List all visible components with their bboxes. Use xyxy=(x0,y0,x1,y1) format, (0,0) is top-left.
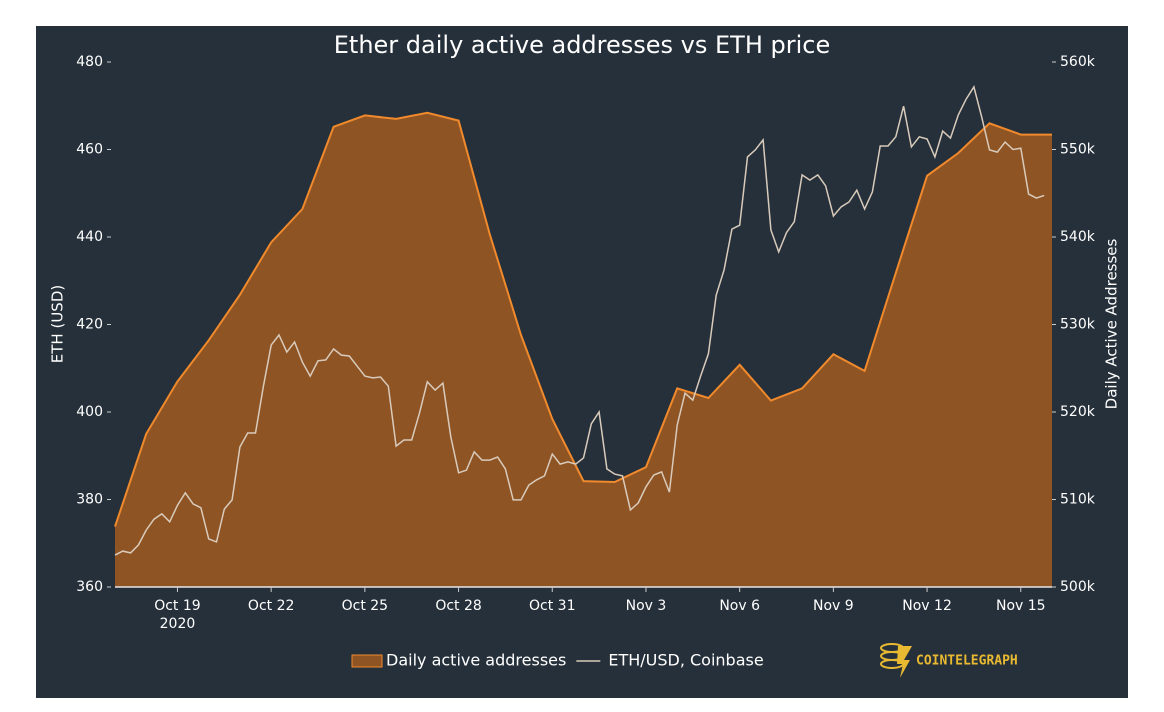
brand-name: COINTELEGRAPH xyxy=(916,654,1018,669)
area xyxy=(115,112,1052,588)
x-tick-label: Nov 9 xyxy=(813,598,854,614)
legend-label: ETH/USD, Coinbase xyxy=(608,651,763,670)
legend-label: Daily active addresses xyxy=(386,651,566,670)
brand-logo xyxy=(880,643,912,678)
x-tick-label: Oct 19 xyxy=(154,598,200,614)
x-tick-label: Nov 3 xyxy=(626,598,667,614)
price-line xyxy=(114,85,1045,556)
chart-title: Ether daily active addresses vs ETH pric… xyxy=(334,31,831,59)
y2-axis-title: Daily Active Addresses xyxy=(1103,238,1121,409)
x-tick-label: Oct 28 xyxy=(435,598,481,614)
x-tick-label: Nov 15 xyxy=(996,598,1046,614)
y-tick-label: 440 xyxy=(76,229,103,245)
y2-tick-label: 540k xyxy=(1060,229,1096,245)
y2-tick-label: 520k xyxy=(1060,404,1096,420)
y2-tick-label: 510k xyxy=(1060,492,1096,508)
y2-tick-label: 530k xyxy=(1060,317,1096,333)
y2-tick-label: 500k xyxy=(1060,579,1096,595)
y-tick-label: 460 xyxy=(76,142,103,158)
y-tick-label: 480 xyxy=(76,54,103,70)
x-tick-label: Oct 25 xyxy=(342,598,388,614)
legend-swatch xyxy=(351,654,383,668)
x-tick-label: Nov 12 xyxy=(902,598,952,614)
legend: Daily active addresses ETH/USD, Coinbase xyxy=(351,651,764,670)
y-tick-label: 380 xyxy=(76,492,103,508)
y-tick-label: 360 xyxy=(76,579,103,595)
y-tick-label: 400 xyxy=(76,404,103,420)
x-tick-label: Oct 22 xyxy=(248,598,294,614)
x-tick-label: Nov 6 xyxy=(719,598,760,614)
y-tick-label: 420 xyxy=(76,317,103,333)
y2-tick-label: 550k xyxy=(1060,142,1096,158)
y-axis-title: ETH (USD) xyxy=(49,285,67,363)
area-line xyxy=(114,111,1052,527)
y2-tick-label: 560k xyxy=(1060,54,1096,70)
x-tick-label: Oct 31 xyxy=(529,598,575,614)
x-year-label: 2020 xyxy=(160,616,196,632)
